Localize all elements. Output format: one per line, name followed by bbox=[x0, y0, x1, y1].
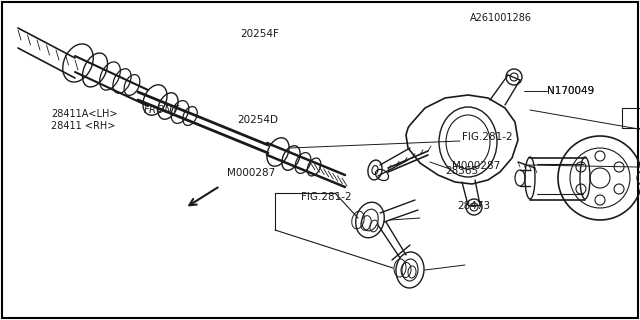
Text: FIG.281-2: FIG.281-2 bbox=[301, 192, 351, 202]
Text: 28473: 28473 bbox=[458, 201, 491, 212]
Text: N170049: N170049 bbox=[547, 86, 595, 96]
Text: 28365: 28365 bbox=[445, 166, 478, 176]
Text: M000287: M000287 bbox=[227, 168, 275, 178]
Text: 28411A<LH>: 28411A<LH> bbox=[51, 108, 118, 119]
Text: M000287: M000287 bbox=[452, 161, 500, 171]
Text: FRONT: FRONT bbox=[144, 105, 179, 116]
Text: A261001286: A261001286 bbox=[470, 12, 532, 23]
Text: N170049: N170049 bbox=[547, 86, 595, 96]
Text: 28411 <RH>: 28411 <RH> bbox=[51, 121, 116, 132]
Text: 20254D: 20254D bbox=[237, 115, 278, 125]
Text: 20254F: 20254F bbox=[240, 28, 279, 39]
Text: FIG.281-2: FIG.281-2 bbox=[462, 132, 513, 142]
